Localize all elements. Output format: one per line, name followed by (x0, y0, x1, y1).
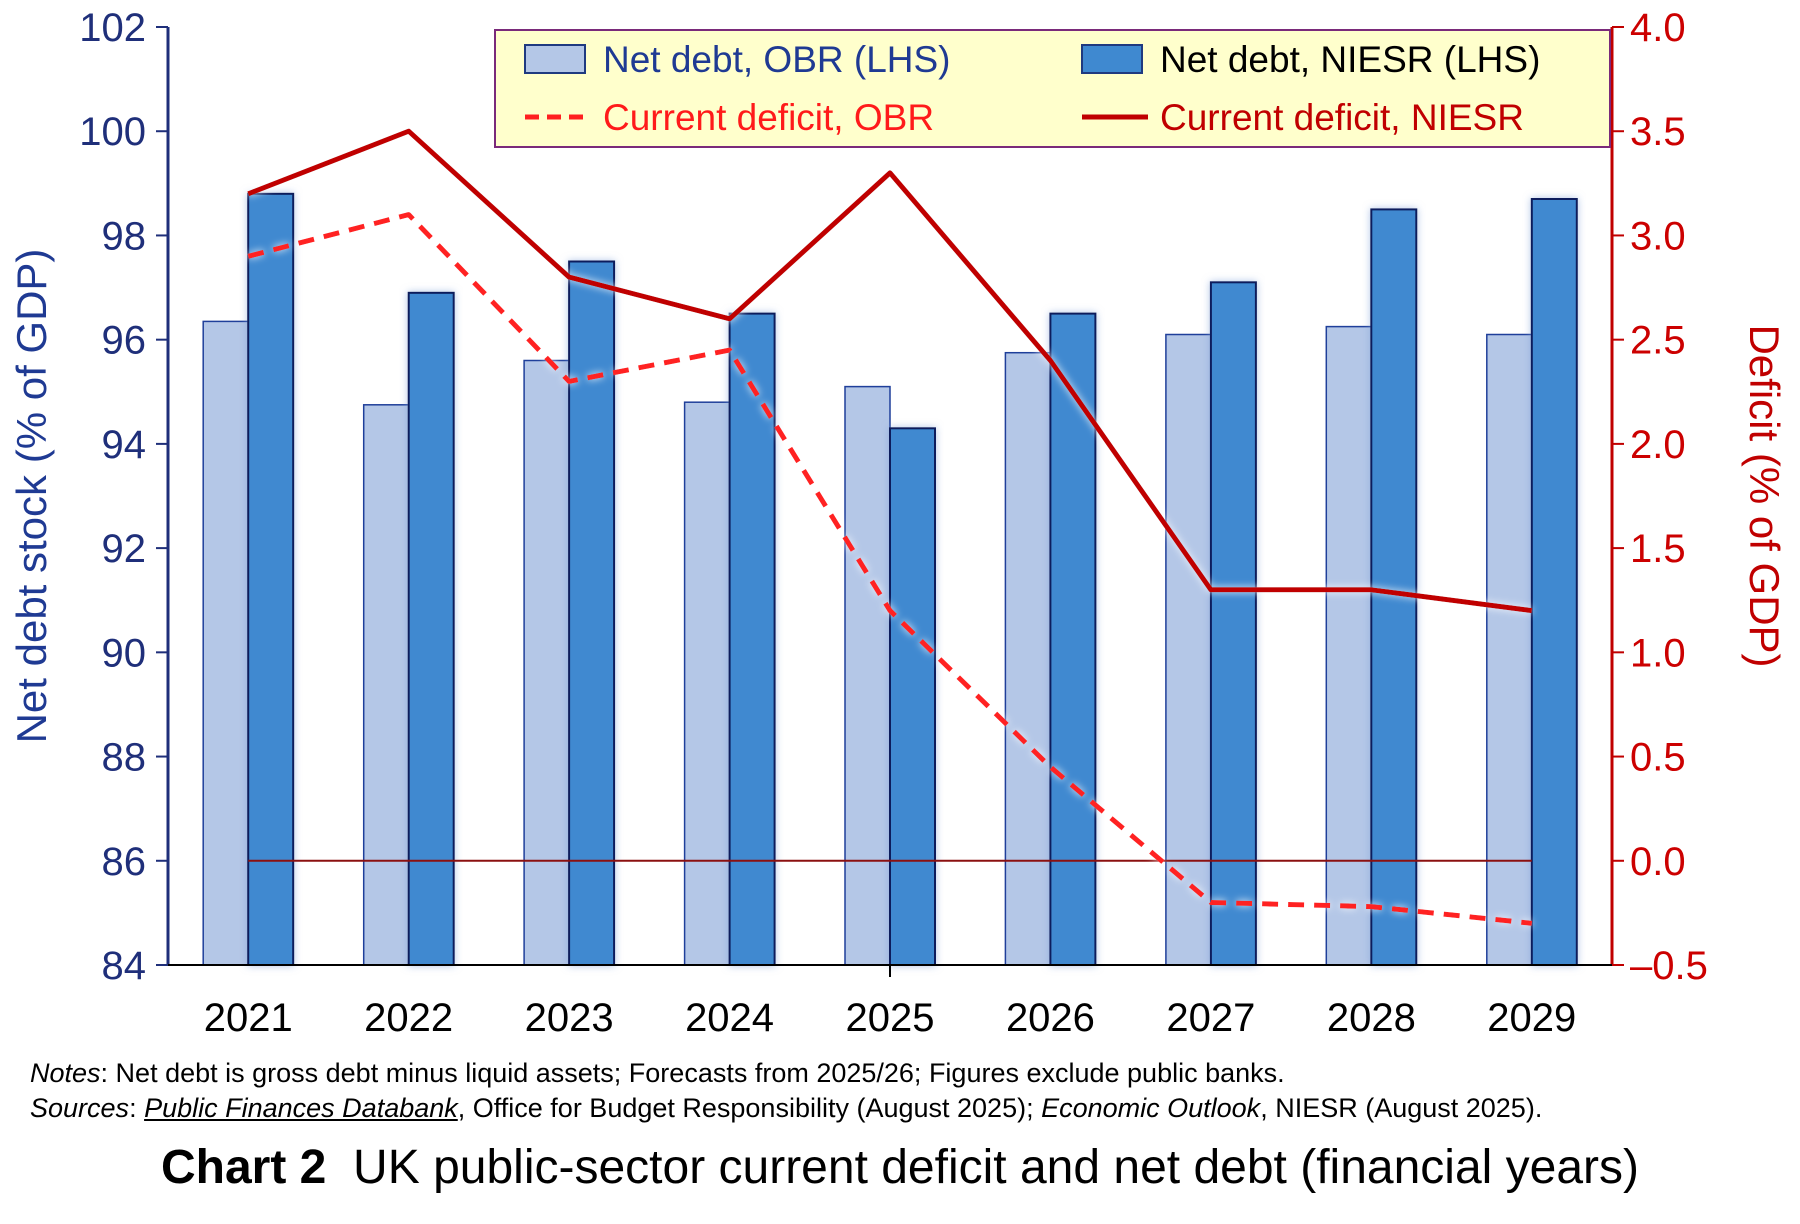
bar-obr-2028 (1325, 325, 1373, 966)
left-tick-label-88: 88 (102, 736, 147, 780)
right-tick-label-1.5: 1.5 (1630, 527, 1686, 571)
left-tick-label-90: 90 (102, 631, 147, 675)
legend-box (494, 29, 1611, 148)
right-tick-label-2.5: 2.5 (1630, 319, 1686, 363)
sources-separator: : (129, 1092, 145, 1123)
bar-niesr-2028 (1370, 208, 1418, 966)
bar-niesr-2022 (407, 291, 455, 966)
legend-label-0: Net debt, OBR (LHS) (603, 39, 951, 80)
left-tick-label-86: 86 (102, 840, 147, 884)
x-tick-label-2028: 2028 (1327, 996, 1416, 1040)
bar-obr-2022 (362, 404, 410, 966)
left-tick-label-94: 94 (102, 423, 147, 467)
right-tick-label-4.0: 4.0 (1630, 6, 1686, 50)
right-tick-label-1.0: 1.0 (1630, 631, 1686, 675)
x-tick-label-2029: 2029 (1487, 996, 1576, 1040)
notes-text: : Net debt is gross debt minus liquid as… (100, 1058, 1285, 1088)
left-tick-label-102: 102 (79, 6, 146, 50)
caption-title: UK public-sector current deficit and net… (353, 1141, 1639, 1194)
bar-obr-2029 (1486, 333, 1533, 966)
bar-obr-2025 (844, 385, 891, 966)
right-tick-label-–0.5: –0.5 (1630, 944, 1708, 988)
x-tick-label-2023: 2023 (525, 996, 614, 1040)
bar-niesr-2025 (889, 427, 936, 966)
bar-niesr-2029 (1530, 198, 1578, 966)
sources-italic-2: Economic Outlook (1041, 1092, 1261, 1123)
legend: Net debt, OBR (LHS) Net debt, NIESR (LHS)… (494, 29, 1611, 148)
x-tick-label-2024: 2024 (685, 996, 774, 1040)
right-tick-label-3.0: 3.0 (1630, 214, 1686, 258)
chart: 84 86 88 90 92 94 96 98 100 102 –0.5 0.0 0.5 1.0 1.5 2.… (8, 6, 1788, 1040)
right-axis-title: Deficit (% of GDP) (1741, 324, 1788, 667)
bar-niesr-2026 (1049, 312, 1097, 967)
bar-obr-2021 (202, 320, 249, 966)
notes-label: Notes (30, 1058, 101, 1088)
notes-block: Notes: Net debt is gross debt minus liqu… (30, 1056, 1542, 1125)
left-tick-label-84: 84 (102, 944, 147, 988)
sources-text-1: , Office for Budget Responsibility (Augu… (457, 1092, 1042, 1123)
right-tick-label-3.5: 3.5 (1630, 110, 1686, 154)
x-tick-label-2027: 2027 (1166, 996, 1255, 1040)
sources-text-2: , NIESR (August 2025). (1260, 1092, 1543, 1123)
legend-label-1: Net debt, NIESR (LHS) (1160, 39, 1540, 80)
x-tick-label-2025: 2025 (846, 996, 935, 1040)
bar-niesr-2024 (728, 312, 776, 967)
x-tick-label-2022: 2022 (364, 996, 453, 1040)
bar-niesr-2023 (568, 260, 616, 966)
right-tick-label-0.0: 0.0 (1630, 840, 1686, 884)
left-tick-label-100: 100 (79, 110, 146, 154)
right-tick-label-2.0: 2.0 (1630, 423, 1686, 467)
public-finances-databank-link[interactable]: Public Finances Databank (144, 1092, 458, 1123)
notes-line: Notes: Net debt is gross debt minus liqu… (30, 1056, 1542, 1091)
x-tick-label-2021: 2021 (204, 996, 293, 1040)
line-current-deficit-niesr (247, 128, 1533, 614)
left-tick-label-92: 92 (102, 527, 147, 571)
legend-label-3: Current deficit, NIESR (1160, 97, 1524, 138)
bar-obr-2026 (1004, 351, 1052, 966)
right-tick-label-0.5: 0.5 (1630, 736, 1686, 780)
line-current-deficit-obr (247, 212, 1533, 926)
legend-swatch-1 (1081, 44, 1143, 74)
x-tick-label-2026: 2026 (1006, 996, 1095, 1040)
bar-obr-2023 (523, 359, 570, 966)
left-tick-label-96: 96 (102, 319, 147, 363)
plot-area: 84 86 88 90 92 94 96 98 100 102 –0.5 0.0 0.5 1.0 1.5 2.… (8, 6, 1788, 1040)
caption-number: Chart 2 (161, 1141, 327, 1194)
left-axis-title: Net debt stock (% of GDP) (8, 249, 55, 744)
sources-line: Sources: Public Finances Databank, Offic… (30, 1091, 1542, 1126)
bar-niesr-2021 (247, 192, 295, 967)
sources-label: Sources (30, 1092, 130, 1123)
bar-obr-2024 (683, 401, 731, 966)
legend-label-2: Current deficit, OBR (603, 97, 934, 138)
legend-swatch-0 (524, 44, 586, 74)
left-tick-label-98: 98 (102, 214, 147, 258)
bar-niesr-2027 (1209, 281, 1257, 966)
chart-caption: Chart 2 UK public-sector current deficit… (0, 1140, 1800, 1195)
